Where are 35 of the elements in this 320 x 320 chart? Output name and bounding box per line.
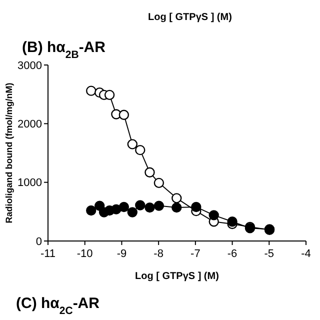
x-axis-title: Log [ GTPγS ] (M) (135, 271, 219, 282)
x-tick-label: -11 (40, 248, 56, 260)
y-axis-title: Radioligand bound (fmol/mg/nM) (4, 82, 14, 224)
point (172, 202, 182, 213)
point (104, 90, 115, 100)
text: (C) hα$_{2C}$-AR (16, 295, 100, 317)
point (135, 144, 146, 156)
x-tick-label: -9 (116, 248, 127, 260)
point (127, 139, 138, 150)
point (154, 178, 164, 188)
x-tick-label: -4 (301, 248, 311, 260)
y-tick-label: 1000 (18, 177, 42, 190)
point (118, 202, 130, 212)
x-tick-label: -5 (264, 248, 274, 260)
text: Log [ GTPγS ] (M) (148, 12, 232, 23)
point (86, 205, 96, 216)
x-tick-label: -6 (227, 248, 238, 260)
x-tick-label: -10 (76, 248, 93, 260)
point (208, 210, 219, 220)
point (118, 110, 130, 120)
point (154, 200, 164, 211)
point (191, 202, 202, 212)
point (172, 193, 182, 204)
x-tick-label: -8 (154, 248, 164, 260)
point (144, 202, 155, 213)
chart-title: (B) hα$_{2B}$-AR (22, 39, 106, 61)
x-tick-label: -7 (190, 248, 200, 260)
y-tick-label: 2000 (18, 118, 42, 131)
point (127, 207, 138, 218)
point (135, 200, 146, 210)
point (86, 86, 96, 96)
point (227, 216, 238, 227)
y-tick-label: 0 (36, 236, 42, 248)
point (144, 167, 155, 178)
y-tick-label: 3000 (18, 60, 42, 72)
